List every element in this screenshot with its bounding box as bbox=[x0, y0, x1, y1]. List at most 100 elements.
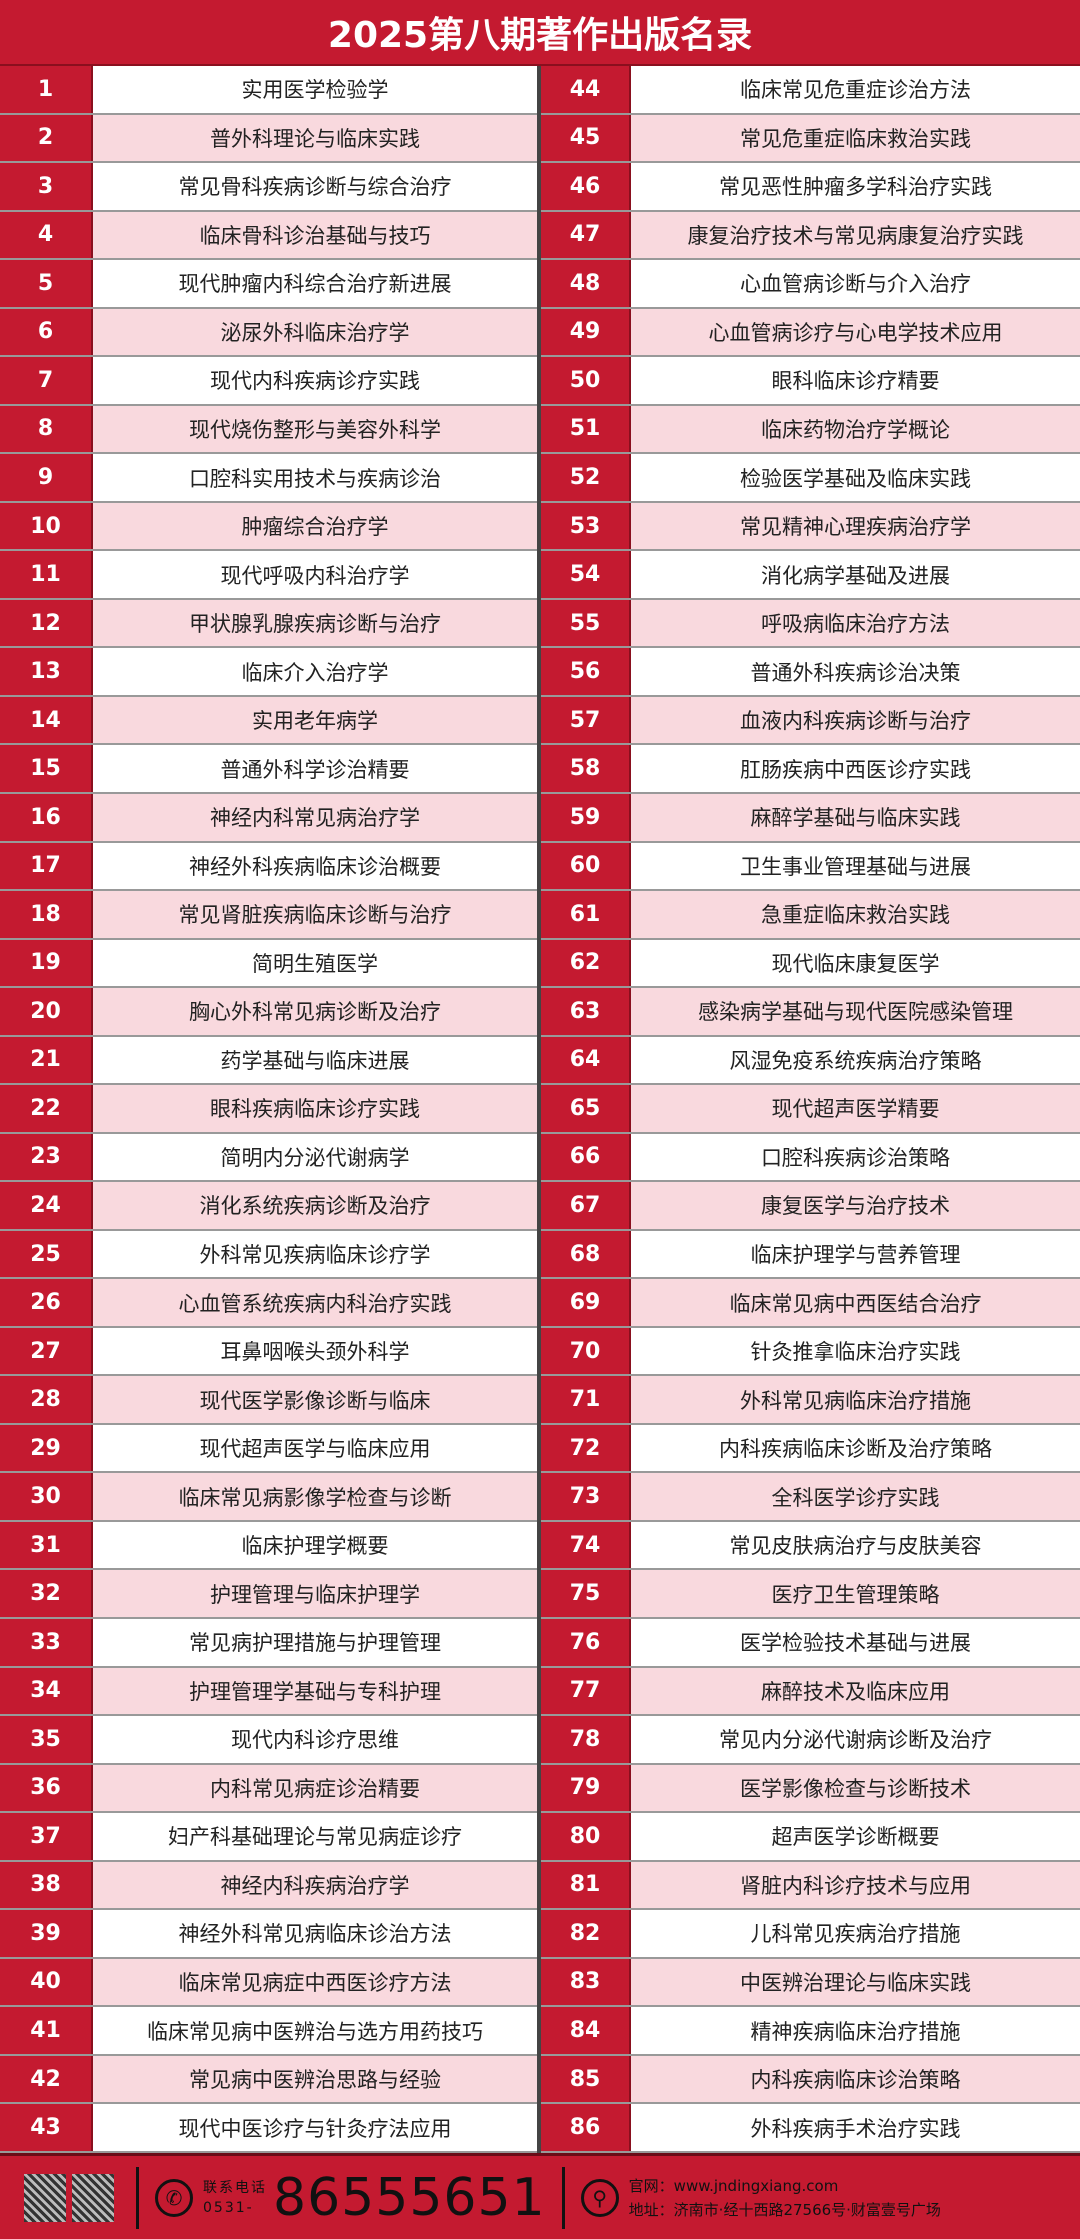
table-row: 26 心血管系统疾病内科治疗实践 bbox=[0, 1279, 537, 1328]
row-number: 37 bbox=[0, 1813, 93, 1860]
table-row: 56 普通外科疾病诊治决策 bbox=[541, 648, 1080, 697]
table-row: 55 呼吸病临床治疗方法 bbox=[541, 599, 1080, 649]
row-number: 51 bbox=[541, 405, 631, 453]
table-row: 12 甲状腺乳腺疾病诊断与治疗 bbox=[0, 599, 537, 649]
book-title: 临床常见危重症诊治方法 bbox=[631, 66, 1080, 113]
book-title: 常见病中医辨治思路与经验 bbox=[93, 2055, 537, 2103]
table-row: 65 现代超声医学精要 bbox=[541, 1085, 1080, 1134]
row-number: 15 bbox=[0, 745, 93, 792]
row-number: 55 bbox=[541, 599, 631, 647]
row-number: 9 bbox=[0, 454, 93, 501]
row-number: 16 bbox=[0, 793, 93, 841]
table-row: 20 胸心外科常见病诊断及治疗 bbox=[0, 988, 537, 1037]
book-title: 常见恶性肿瘤多学科治疗实践 bbox=[631, 163, 1080, 210]
row-number: 13 bbox=[0, 648, 93, 695]
book-title: 呼吸病临床治疗方法 bbox=[631, 599, 1080, 647]
row-number: 26 bbox=[0, 1279, 93, 1326]
row-number: 34 bbox=[0, 1667, 93, 1715]
row-number: 20 bbox=[0, 988, 93, 1035]
book-title: 内科疾病临床诊治策略 bbox=[631, 2055, 1080, 2103]
book-title: 医疗卫生管理策略 bbox=[631, 1570, 1080, 1617]
book-title: 神经外科疾病临床诊治概要 bbox=[93, 842, 537, 890]
book-title: 医学影像检查与诊断技术 bbox=[631, 1764, 1080, 1812]
table-row: 15 普通外科学诊治精要 bbox=[0, 745, 537, 794]
table-row: 6 泌尿外科临床治疗学 bbox=[0, 308, 537, 358]
book-title: 检验医学基础及临床实践 bbox=[631, 454, 1080, 501]
table-row: 19 简明生殖医学 bbox=[0, 939, 537, 989]
row-number: 76 bbox=[541, 1619, 631, 1666]
row-number: 31 bbox=[0, 1521, 93, 1569]
table-row: 66 口腔科疾病诊治策略 bbox=[541, 1133, 1080, 1183]
row-number: 57 bbox=[541, 696, 631, 744]
book-title: 临床护理学与营养管理 bbox=[631, 1230, 1080, 1278]
table-row: 17 神经外科疾病临床诊治概要 bbox=[0, 842, 537, 892]
book-title: 消化病学基础及进展 bbox=[631, 551, 1080, 598]
book-title: 药学基础与临床进展 bbox=[93, 1036, 537, 1084]
row-number: 80 bbox=[541, 1813, 631, 1860]
book-title: 肾脏内科诊疗技术与应用 bbox=[631, 1861, 1080, 1909]
book-title: 实用医学检验学 bbox=[93, 66, 537, 113]
table-row: 36 内科常见病症诊治精要 bbox=[0, 1764, 537, 1814]
row-number: 74 bbox=[541, 1521, 631, 1569]
qr-code-icon[interactable] bbox=[24, 2173, 66, 2222]
table-row: 62 现代临床康复医学 bbox=[541, 939, 1080, 989]
divider bbox=[561, 2166, 565, 2229]
table-row: 1 实用医学检验学 bbox=[0, 66, 537, 115]
row-number: 25 bbox=[0, 1230, 93, 1278]
book-title: 现代超声医学与临床应用 bbox=[93, 1424, 537, 1472]
table-row: 33 常见病护理措施与护理管理 bbox=[0, 1619, 537, 1668]
row-number: 47 bbox=[541, 211, 631, 259]
website[interactable]: 官网：www.jndingxiang.com bbox=[628, 2176, 839, 2195]
book-title: 临床药物治疗学概论 bbox=[631, 405, 1080, 453]
book-title: 现代临床康复医学 bbox=[631, 939, 1080, 987]
table-row: 67 康复医学与治疗技术 bbox=[541, 1182, 1080, 1231]
table-row: 8 现代烧伤整形与美容外科学 bbox=[0, 405, 537, 455]
row-number: 68 bbox=[541, 1230, 631, 1278]
book-title: 眼科疾病临床诊疗实践 bbox=[93, 1085, 537, 1132]
book-title: 外科常见病临床治疗措施 bbox=[631, 1376, 1080, 1423]
table-row: 78 常见内分泌代谢病诊断及治疗 bbox=[541, 1716, 1080, 1765]
table-row: 76 医学检验技术基础与进展 bbox=[541, 1619, 1080, 1668]
row-number: 3 bbox=[0, 163, 93, 210]
book-title: 现代中医诊疗与针灸疗法应用 bbox=[93, 2104, 537, 2151]
table-row: 51 临床药物治疗学概论 bbox=[541, 405, 1080, 455]
book-title: 护理管理与临床护理学 bbox=[93, 1570, 537, 1617]
table-row: 27 耳鼻咽喉头颈外科学 bbox=[0, 1327, 537, 1377]
book-title: 临床介入治疗学 bbox=[93, 648, 537, 695]
row-number: 23 bbox=[0, 1133, 93, 1181]
phone-label-text: 联系电话 bbox=[203, 2179, 267, 2196]
book-title: 中医辨治理论与临床实践 bbox=[631, 1958, 1080, 2006]
book-title: 神经内科常见病治疗学 bbox=[93, 793, 537, 841]
row-number: 54 bbox=[541, 551, 631, 598]
row-number: 22 bbox=[0, 1085, 93, 1132]
table-row: 30 临床常见病影像学检查与诊断 bbox=[0, 1473, 537, 1522]
book-title: 风湿免疫系统疾病治疗策略 bbox=[631, 1036, 1080, 1084]
row-number: 61 bbox=[541, 891, 631, 938]
book-title: 简明生殖医学 bbox=[93, 939, 537, 987]
row-number: 59 bbox=[541, 793, 631, 841]
row-number: 71 bbox=[541, 1376, 631, 1423]
row-number: 79 bbox=[541, 1764, 631, 1812]
book-title: 普外科理论与临床实践 bbox=[93, 114, 537, 162]
row-number: 4 bbox=[0, 211, 93, 259]
table-row: 42 常见病中医辨治思路与经验 bbox=[0, 2055, 537, 2105]
footer: ✆ 联系电话 0531- 86555651 ⚲ 官网：www.jndingxian… bbox=[0, 2153, 1080, 2239]
table-row: 82 儿科常见疾病治疗措施 bbox=[541, 1910, 1080, 1959]
book-title: 内科疾病临床诊断及治疗策略 bbox=[631, 1424, 1080, 1472]
row-number: 65 bbox=[541, 1085, 631, 1132]
book-title: 儿科常见疾病治疗措施 bbox=[631, 1910, 1080, 1957]
table-row: 2 普外科理论与临床实践 bbox=[0, 114, 537, 164]
table-row: 45 常见危重症临床救治实践 bbox=[541, 114, 1080, 164]
table-row: 5 现代肿瘤内科综合治疗新进展 bbox=[0, 260, 537, 309]
book-title: 普通外科学诊治精要 bbox=[93, 745, 537, 792]
row-number: 85 bbox=[541, 2055, 631, 2103]
row-number: 84 bbox=[541, 2007, 631, 2054]
table-row: 80 超声医学诊断概要 bbox=[541, 1813, 1080, 1862]
book-title: 血液内科疾病诊断与治疗 bbox=[631, 696, 1080, 744]
book-title: 现代呼吸内科治疗学 bbox=[93, 551, 537, 598]
row-number: 2 bbox=[0, 114, 93, 162]
page-title: 2025第八期著作出版名录 bbox=[0, 0, 1080, 66]
qr-code-icon[interactable] bbox=[72, 2173, 114, 2222]
row-number: 78 bbox=[541, 1716, 631, 1763]
table-row: 68 临床护理学与营养管理 bbox=[541, 1230, 1080, 1280]
